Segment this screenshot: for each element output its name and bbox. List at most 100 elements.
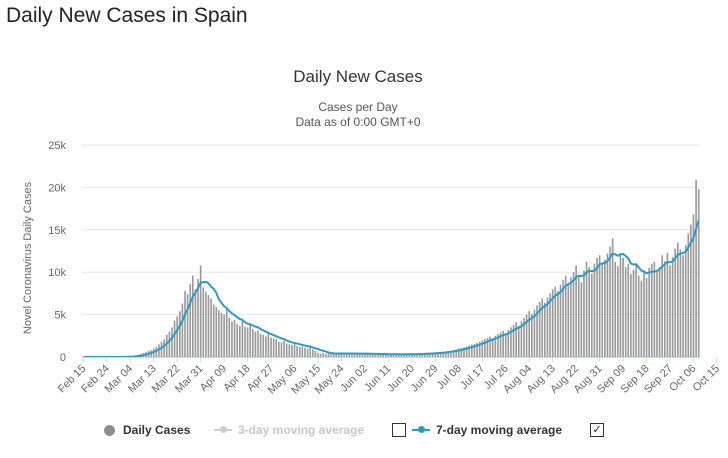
daily-cases-bar	[502, 330, 504, 357]
daily-cases-bar	[679, 249, 682, 357]
daily-cases-bar	[304, 347, 306, 357]
daily-cases-bar	[463, 347, 465, 357]
daily-cases-bar	[567, 283, 570, 357]
ma3-checkbox[interactable]	[392, 423, 406, 437]
daily-cases-bar	[223, 314, 225, 357]
daily-cases-bar	[491, 338, 494, 357]
legend-label-ma3: 3-day moving average	[238, 423, 365, 437]
daily-cases-bar	[604, 259, 606, 357]
daily-cases-bar	[249, 324, 251, 357]
legend-item-ma3[interactable]: 3-day moving average	[214, 420, 364, 440]
daily-cases-bar	[293, 342, 296, 357]
moving-average-series	[83, 219, 700, 358]
daily-cases-bar	[158, 344, 160, 357]
daily-cases-bar	[606, 253, 609, 357]
daily-cases-bar	[455, 349, 457, 357]
daily-cases-bar	[596, 257, 598, 357]
daily-cases-bar	[285, 343, 288, 357]
daily-cases-bar	[697, 189, 700, 357]
daily-cases-bar	[262, 334, 265, 357]
daily-cases-bar	[695, 179, 697, 357]
daily-cases-bar	[163, 339, 165, 357]
daily-cases-bar	[377, 354, 379, 357]
daily-cases-bar	[192, 275, 194, 357]
daily-cases-bar	[575, 265, 577, 357]
daily-cases-bar	[437, 352, 439, 357]
daily-cases-bar	[572, 272, 575, 357]
daily-cases-bar	[210, 298, 212, 357]
daily-cases-bar	[418, 353, 421, 357]
ma7-checkbox[interactable]: ✓	[590, 423, 604, 437]
daily-cases-bar	[178, 311, 181, 357]
daily-cases-bar	[238, 325, 241, 357]
daily-cases-bar	[358, 353, 361, 357]
daily-cases-bar	[473, 343, 476, 357]
daily-cases-bar	[424, 353, 426, 357]
daily-cases-bar	[330, 353, 332, 357]
daily-cases-bar	[554, 286, 557, 357]
x-tick-label: Jul 17	[458, 363, 487, 392]
daily-cases-bar	[251, 329, 254, 357]
daily-cases-bar	[559, 284, 562, 357]
daily-cases-bar	[267, 333, 270, 357]
daily-cases-bar	[165, 334, 168, 357]
daily-cases-bar	[515, 322, 517, 357]
daily-cases-bar	[296, 345, 298, 357]
daily-cases-bar	[619, 253, 622, 357]
y-axis-ticks: 0 5k 10k 15k 20k 25k	[48, 140, 66, 364]
daily-cases-bar	[398, 354, 400, 357]
daily-cases-bar	[512, 324, 515, 357]
daily-cases-bar	[231, 321, 233, 357]
legend: Daily Cases 3-day moving average 7-day m…	[0, 420, 728, 444]
daily-cases-bar	[392, 354, 395, 357]
daily-cases-bar	[624, 267, 627, 357]
daily-cases-bar	[215, 306, 218, 357]
daily-cases-bar	[395, 354, 398, 357]
daily-cases-bar	[340, 353, 343, 357]
daily-cases-bar	[343, 353, 345, 357]
daily-cases-bar	[583, 270, 585, 357]
daily-cases-bar	[671, 256, 674, 357]
legend-item-daily-cases[interactable]: Daily Cases	[104, 420, 190, 440]
daily-cases-bar	[546, 297, 549, 357]
legend-label-ma7: 7-day moving average	[436, 423, 563, 437]
daily-cases-bar	[531, 313, 533, 357]
daily-cases-bar	[489, 336, 491, 357]
daily-cases-bar	[452, 350, 455, 357]
daily-cases-bar	[311, 349, 314, 357]
daily-cases-bar	[408, 354, 411, 357]
daily-cases-bar	[426, 353, 429, 357]
daily-cases-bar	[319, 353, 322, 357]
y-tick-label: 10k	[48, 267, 66, 279]
bar-series	[105, 179, 700, 357]
daily-cases-bar	[374, 354, 377, 357]
line-marker-icon	[412, 426, 430, 433]
daily-cases-bar	[246, 327, 249, 357]
y-axis-label: Novel Coronavirus Daily Cases	[22, 181, 34, 334]
daily-cases-bar	[507, 329, 510, 357]
daily-cases-bar	[499, 332, 502, 357]
daily-cases-bar	[371, 353, 374, 357]
daily-cases-bar	[669, 265, 671, 357]
daily-cases-bar	[551, 289, 554, 357]
daily-cases-bar	[439, 352, 442, 357]
daily-cases-bar	[411, 354, 413, 357]
daily-cases-bar	[421, 353, 424, 357]
daily-cases-bar	[361, 353, 364, 357]
daily-cases-bar	[450, 350, 452, 357]
daily-cases-bar	[353, 353, 356, 357]
daily-cases-bar	[241, 321, 244, 357]
daily-cases-bar	[632, 269, 635, 357]
legend-item-ma7[interactable]: 7-day moving average	[412, 420, 562, 440]
daily-cases-bar	[517, 325, 520, 357]
daily-cases-bar	[202, 287, 205, 357]
daily-cases-bar	[212, 304, 215, 357]
daily-cases-bar	[549, 293, 551, 357]
daily-cases-bar	[648, 267, 650, 357]
daily-cases-bar	[658, 267, 661, 357]
daily-cases-bar	[205, 291, 207, 357]
daily-cases-bar	[338, 353, 340, 357]
daily-cases-bar	[677, 242, 679, 357]
daily-cases-bar	[486, 337, 489, 357]
daily-cases-bar	[538, 301, 541, 357]
